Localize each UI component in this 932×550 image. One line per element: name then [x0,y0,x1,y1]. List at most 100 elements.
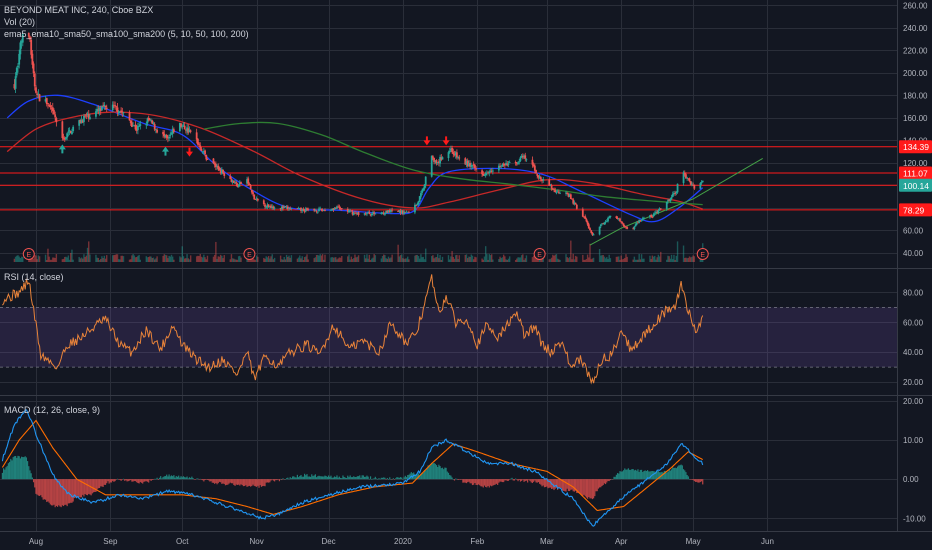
volume-bar [582,254,584,262]
volume-bar [266,257,269,262]
macd-histogram-bar [372,478,374,480]
candle-body [604,221,607,223]
volume-bar [636,259,638,262]
macd-histogram-bar [233,479,235,485]
candle-body [285,206,288,208]
macd-histogram-bar [43,479,45,500]
volume-bar [437,254,439,262]
macd-histogram-bar [610,478,613,480]
macd-histogram-bar [622,470,625,480]
candle-body [204,150,206,155]
candle-body [685,174,687,179]
volume-bar [165,255,168,262]
candle-body [388,210,391,212]
candle-body [667,200,669,202]
candle-body [469,162,471,167]
volume-bar [170,254,173,262]
macd-histogram-bar [616,473,619,480]
volume-bar [660,251,662,262]
macd-histogram-bar [16,457,18,480]
macd-histogram-bar [133,479,135,482]
candle-body [49,105,52,108]
candle-body [172,129,175,132]
macd-histogram-bar [458,479,460,480]
macd-histogram-bar [498,479,500,483]
volume-bar [591,258,594,262]
candle-body [222,170,224,173]
candle-body [507,163,510,165]
candle-body [247,178,250,184]
candle-body [178,122,181,132]
volume-bar [668,256,670,262]
earnings-icon[interactable]: E [243,248,256,260]
macd-histogram-bar [170,475,173,480]
candle-body [30,39,33,55]
volume-bar [332,257,335,262]
volume-bar [290,255,293,262]
macd-histogram-bar [108,479,110,484]
macd-histogram-bar [445,467,447,480]
volume-bar [188,259,191,262]
macd-histogram-bar [32,479,35,483]
macd-histogram-bar [319,476,321,480]
candle-body [146,118,149,124]
macd-histogram-bar [270,479,272,481]
volume-bar [688,256,691,262]
macd-histogram-bar [278,479,281,482]
macd-histogram-bar [208,479,210,481]
volume-bar [284,259,287,262]
macd-histogram-bar [262,479,264,487]
volume-bar [231,258,234,262]
macd-histogram-bar [646,470,649,480]
candle-body [154,129,157,131]
volume-bar [272,259,275,262]
earnings-icon[interactable]: E [696,248,709,260]
candle-body [95,111,97,117]
macd-histogram-bar [124,479,126,481]
time-axis[interactable]: AugSepOctNovDec2020FebMarAprMayJunJul [0,537,774,546]
candle-body [97,109,100,111]
volume-bar [685,257,687,262]
macd-histogram-bar [348,477,350,480]
candle-body [315,210,318,212]
volume-bar [638,254,640,262]
macd-histogram-bar [251,479,253,487]
macd-histogram-bar [95,479,97,492]
macd-histogram-bar [479,479,481,486]
macd-histogram-bar [205,479,207,480]
macd-histogram-bar [365,476,367,480]
volume-bar [622,258,625,262]
macd-histogram-bar [483,479,486,486]
volume-bar [621,259,624,262]
candle-body [374,213,377,215]
macd-histogram-bar [287,477,289,480]
candle-body [481,170,483,175]
candle-body [687,178,690,180]
volume-bar [535,255,537,262]
candle-body [184,129,187,131]
macd-histogram-bar [625,469,627,480]
volume-bar [542,257,544,262]
candle-body [232,180,235,183]
candle-body [423,184,426,189]
macd-histogram-bar [137,479,139,483]
macd-histogram-bar [634,469,637,480]
volume-bar [14,256,17,262]
volume-bar [656,257,658,262]
volume-bar [181,246,183,262]
macd-histogram-bar [621,471,623,480]
macd-histogram-bar [587,479,589,499]
earnings-icon[interactable]: E [533,248,546,260]
macd-histogram-bar [82,479,84,495]
earnings-icon[interactable]: E [22,248,35,260]
macd-histogram-bar [476,479,478,486]
earnings-icon-circle [533,248,546,260]
candle-body [615,216,618,218]
volume-bar [674,259,676,262]
macd-histogram-bar [549,479,552,488]
volume-bar [488,254,490,262]
volume-bar [47,248,49,262]
volume-bar [318,255,320,262]
